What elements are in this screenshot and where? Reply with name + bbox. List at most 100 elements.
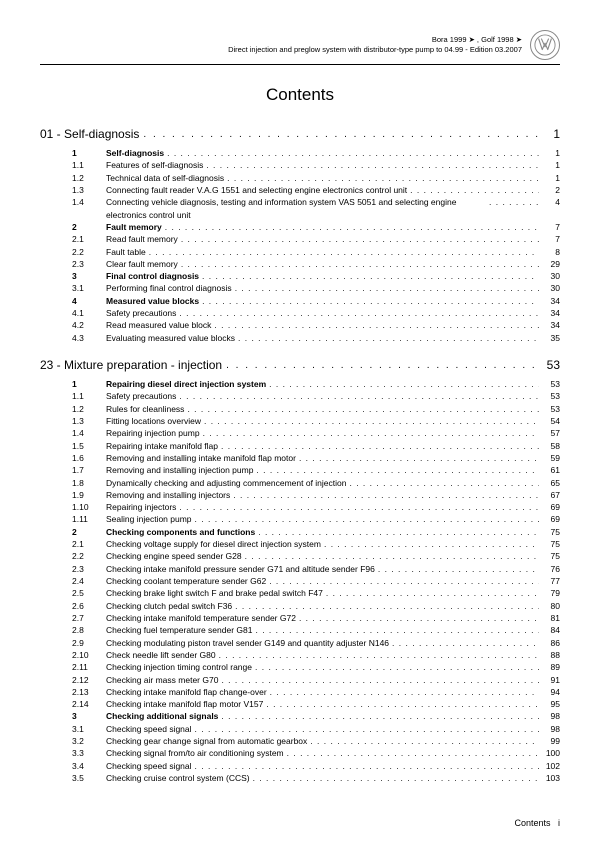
leader-dots: . . . . . . . . . . . . . . . . . . . . … <box>202 270 539 282</box>
entry-title: Checking injection timing control range <box>106 661 252 673</box>
entry-title: Repairing intake manifold flap <box>106 440 218 452</box>
leader-dots: . . . . . . . . . . . . . . . . . . . . … <box>245 550 539 562</box>
entry-title: Repairing injectors <box>106 501 176 513</box>
leader-dots: . . . . . . . . . . . . . . . . . . . . … <box>299 612 539 624</box>
entry-page: 94 <box>542 686 560 698</box>
toc-entry: 1.2Technical data of self-diagnosis . . … <box>40 172 560 184</box>
document-page: Bora 1999 ➤ , Golf 1998 ➤ Direct injecti… <box>0 0 600 848</box>
leader-dots: . . . . . . . . . . . . . . . . . . . . … <box>489 196 539 221</box>
entry-title: Checking signal from/to air conditioning… <box>106 747 284 759</box>
chapter-label: 01 - Self-diagnosis <box>40 127 139 141</box>
entry-number: 2.9 <box>72 637 106 649</box>
leader-dots: . . . . . . . . . . . . . . . . . . . . … <box>221 674 539 686</box>
entry-title: Safety precautions <box>106 307 176 319</box>
toc-entry: 2.3Clear fault memory . . . . . . . . . … <box>40 258 560 270</box>
entry-page: 53 <box>542 403 560 415</box>
toc-entry: 4Measured value blocks . . . . . . . . .… <box>40 295 560 307</box>
entry-page: 76 <box>542 563 560 575</box>
toc-entry: 1.1Safety precautions . . . . . . . . . … <box>40 390 560 402</box>
toc-entry: 1.2Rules for cleanliness . . . . . . . .… <box>40 403 560 415</box>
entry-page: 102 <box>542 760 560 772</box>
toc-entry: 2.2Checking engine speed sender G28 . . … <box>40 550 560 562</box>
leader-dots: . . . . . . . . . . . . . . . . . . . . … <box>214 319 539 331</box>
leader-dots: . . . . . . . . . . . . . . . . . . . . … <box>235 600 539 612</box>
chapter-label: 23 - Mixture preparation - injection <box>40 358 222 372</box>
entry-title: Checking clutch pedal switch F36 <box>106 600 232 612</box>
entry-number: 4.1 <box>72 307 106 319</box>
toc-entry: 3.2Checking gear change signal from auto… <box>40 735 560 747</box>
toc-entry: 2.8Checking fuel temperature sender G81 … <box>40 624 560 636</box>
entry-page: 75 <box>542 526 560 538</box>
entry-title: Checking intake manifold pressure sender… <box>106 563 375 575</box>
entry-number: 4.2 <box>72 319 106 331</box>
entry-title: Self-diagnosis <box>106 147 164 159</box>
entry-number: 2.5 <box>72 587 106 599</box>
entry-title: Checking speed signal <box>106 723 192 735</box>
footer-label: Contents <box>514 818 550 828</box>
leader-dots: . . . . . . . . . . . . . . . . . . . . … <box>378 563 539 575</box>
leader-dots: . . . . . . . . . . . . . . . . . . . . … <box>149 246 539 258</box>
entry-page: 103 <box>542 772 560 784</box>
entry-title: Features of self-diagnosis <box>106 159 203 171</box>
entry-number: 3.1 <box>72 723 106 735</box>
leader-dots: . . . . . . . . . . . . . . . . . . . . … <box>324 538 539 550</box>
leader-dots: . . . . . . . . . . . . . . . . . . . . … <box>392 637 539 649</box>
entry-title: Removing and installing injectors <box>106 489 230 501</box>
page-footer: Contents i <box>514 818 560 828</box>
leader-dots: . . . . . . . . . . . . . . . . . . . . … <box>269 378 539 390</box>
toc-entry: 2.11Checking injection timing control ra… <box>40 661 560 673</box>
entry-page: 75 <box>542 550 560 562</box>
entry-number: 1 <box>72 147 106 159</box>
toc-entry: 4.3Evaluating measured value blocks . . … <box>40 332 560 344</box>
vw-logo-icon <box>530 30 560 60</box>
entry-page: 89 <box>542 661 560 673</box>
entry-page: 88 <box>542 649 560 661</box>
entry-page: 30 <box>542 270 560 282</box>
entry-title: Checking modulating piston travel sender… <box>106 637 389 649</box>
entry-title: Checking brake light switch F and brake … <box>106 587 323 599</box>
footer-page: i <box>558 818 560 828</box>
entry-number: 4.3 <box>72 332 106 344</box>
entry-page: 67 <box>542 489 560 501</box>
leader-dots: . . . . . . . . . . . . . . . . . . . . … <box>195 513 539 525</box>
leader-dots: . . . . . . . . . . . . . . . . . . . . … <box>349 477 539 489</box>
toc-entry: 4.2Read measured value block . . . . . .… <box>40 319 560 331</box>
entry-title: Read measured value block <box>106 319 211 331</box>
leader-dots: . . . . . . . . . . . . . . . . . . . . … <box>202 295 539 307</box>
entry-number: 3.3 <box>72 747 106 759</box>
leader-dots: . . . . . . . . . . . . . . . . . . . . … <box>226 360 539 372</box>
entry-page: 57 <box>542 427 560 439</box>
entry-number: 2.14 <box>72 698 106 710</box>
leader-dots: . . . . . . . . . . . . . . . . . . . . … <box>235 282 539 294</box>
entry-page: 95 <box>542 698 560 710</box>
toc-entry: 2.14Checking intake manifold flap motor … <box>40 698 560 710</box>
entry-page: 1 <box>542 172 560 184</box>
entry-title: Connecting fault reader V.A.G 1551 and s… <box>106 184 407 196</box>
entry-number: 3 <box>72 710 106 722</box>
leader-dots: . . . . . . . . . . . . . . . . . . . . … <box>195 723 539 735</box>
toc-entry: 3Checking additional signals . . . . . .… <box>40 710 560 722</box>
toc-entry: 2.3Checking intake manifold pressure sen… <box>40 563 560 575</box>
toc-entry: 1.3Fitting locations overview . . . . . … <box>40 415 560 427</box>
entry-page: 34 <box>542 307 560 319</box>
entry-page: 100 <box>542 747 560 759</box>
toc-entry: 3.1Checking speed signal . . . . . . . .… <box>40 723 560 735</box>
entry-page: 98 <box>542 723 560 735</box>
toc-entry: 1.4Connecting vehicle diagnosis, testing… <box>40 196 560 221</box>
entry-title: Dynamically checking and adjusting comme… <box>106 477 346 489</box>
entry-page: 79 <box>542 587 560 599</box>
entry-number: 1.11 <box>72 513 106 525</box>
entry-title: Checking engine speed sender G28 <box>106 550 242 562</box>
entry-number: 2.10 <box>72 649 106 661</box>
entry-number: 1.5 <box>72 440 106 452</box>
leader-dots: . . . . . . . . . . . . . . . . . . . . … <box>266 698 539 710</box>
toc-entry: 1.9Removing and installing injectors . .… <box>40 489 560 501</box>
entry-title: Clear fault memory <box>106 258 178 270</box>
entry-number: 2.11 <box>72 661 106 673</box>
leader-dots: . . . . . . . . . . . . . . . . . . . . … <box>326 587 539 599</box>
toc-entry: 2.1Checking voltage supply for diesel di… <box>40 538 560 550</box>
entry-title: Read fault memory <box>106 233 178 245</box>
entry-page: 4 <box>542 196 560 221</box>
leader-dots: . . . . . . . . . . . . . . . . . . . . … <box>165 221 539 233</box>
entry-page: 54 <box>542 415 560 427</box>
